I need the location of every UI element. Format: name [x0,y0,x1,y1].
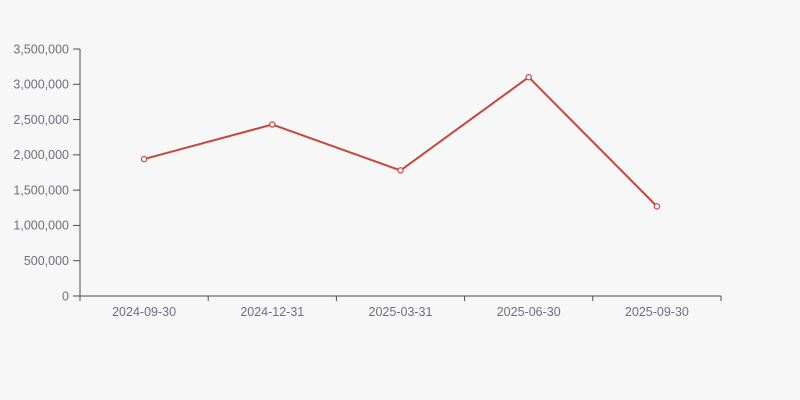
y-axis-tick-label: 3,000,000 [13,78,69,92]
x-axis-tick-label: 2025-06-30 [497,305,561,319]
y-axis-tick-label: 2,500,000 [13,113,69,127]
data-point-marker[interactable] [525,74,532,81]
x-axis-tick-label: 2024-09-30 [112,305,176,319]
y-axis-tick-label: 0 [62,289,69,303]
data-point-marker[interactable] [269,121,276,128]
y-axis-tick-label: 2,000,000 [13,148,69,162]
y-axis-tick-label: 3,500,000 [13,42,69,56]
y-axis-tick-label: 500,000 [24,254,69,268]
data-point-marker[interactable] [140,155,148,163]
x-axis-tick-label: 2024-12-31 [240,305,304,319]
y-axis-tick-label: 1,000,000 [13,219,69,233]
x-axis-tick-label: 2025-09-30 [625,305,689,319]
series-line [143,76,658,208]
y-axis-tick-label: 1,500,000 [13,183,69,197]
x-axis-tick-label: 2025-03-31 [369,305,433,319]
data-point-marker[interactable] [397,167,404,174]
data-point-marker[interactable] [653,203,661,210]
